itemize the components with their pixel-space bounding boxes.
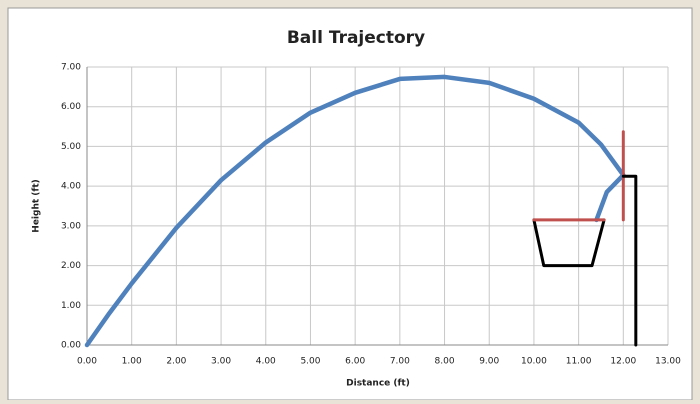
y-tick-label: 5.00 (61, 142, 81, 152)
x-tick-label: 7.00 (390, 357, 410, 367)
x-tick-label: 0.00 (77, 357, 97, 367)
y-tick-label: 3.00 (61, 221, 81, 231)
y-tick-label: 1.00 (61, 301, 81, 311)
y-tick-label: 4.00 (61, 182, 81, 192)
x-tick-label: 6.00 (345, 357, 365, 367)
x-tick-label: 9.00 (479, 357, 499, 367)
y-tick-label: 7.00 (61, 63, 81, 73)
x-axis-label: Distance (ft) (346, 379, 410, 389)
chart-title: Ball Trajectory (287, 28, 425, 48)
y-tick-label: 6.00 (61, 102, 81, 112)
x-tick-label: 12.00 (610, 357, 636, 367)
x-tick-label: 11.00 (566, 357, 592, 367)
y-tick-label: 0.00 (61, 341, 81, 351)
x-tick-label: 8.00 (435, 357, 455, 367)
x-tick-label: 13.00 (655, 357, 681, 367)
x-tick-label: 10.00 (521, 357, 547, 367)
y-axis-label: Height (ft) (32, 179, 42, 232)
x-tick-label: 3.00 (211, 357, 231, 367)
x-tick-label: 1.00 (122, 357, 142, 367)
page: Ball Trajectory Distance (ft) Height (ft… (0, 0, 700, 400)
y-tick-label: 2.00 (61, 261, 81, 271)
x-tick-label: 2.00 (166, 357, 186, 367)
x-tick-label: 5.00 (300, 357, 320, 367)
x-tick-label: 4.00 (256, 357, 276, 367)
chart: Ball Trajectory Distance (ft) Height (ft… (0, 0, 700, 400)
